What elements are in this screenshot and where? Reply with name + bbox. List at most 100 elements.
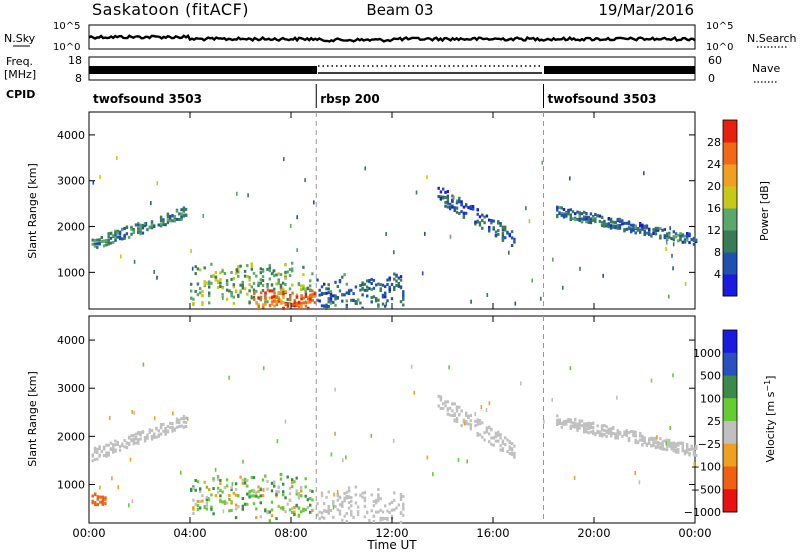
scatter-cell <box>257 281 260 285</box>
scatter-cell <box>366 285 369 289</box>
scatter-cell <box>221 286 224 290</box>
scatter-cell <box>171 428 174 431</box>
scatter-cell <box>508 234 511 238</box>
scatter-cell <box>345 291 348 295</box>
scatter-cell <box>228 509 231 513</box>
scatter-cell <box>356 301 358 305</box>
scatter-cell <box>320 285 324 289</box>
scatter-cell <box>650 378 653 383</box>
scatter-cell <box>327 283 330 287</box>
scatter-cell <box>350 504 353 508</box>
scatter-cell <box>101 497 104 501</box>
scatter-cell <box>157 429 160 433</box>
scatter-cell <box>379 516 382 520</box>
nsky-tick-bottom: 10^0 <box>53 42 80 53</box>
scatter-cell <box>684 281 687 286</box>
scatter-cell <box>444 204 447 208</box>
scatter-cell <box>609 226 613 230</box>
scatter-cell <box>648 442 651 445</box>
scatter-cell <box>102 239 106 243</box>
scatter-cell <box>585 212 588 215</box>
scatter-cell <box>384 295 387 299</box>
scatter-cell <box>282 295 285 299</box>
scatter-cell <box>329 295 333 298</box>
scatter-cell <box>148 430 151 434</box>
scatter-cell <box>153 416 156 421</box>
scatter-cell <box>499 433 502 437</box>
scatter-cell <box>350 513 353 517</box>
scatter-cell <box>652 232 655 235</box>
colorbar-swatch <box>723 230 737 253</box>
scatter-cell <box>169 421 172 425</box>
scatter-cell <box>692 453 696 457</box>
scatter-cell <box>237 505 240 509</box>
scatter-cell <box>169 214 172 218</box>
scatter-cell <box>589 220 593 224</box>
scatter-cell <box>137 432 140 436</box>
scatter-cell <box>205 281 209 285</box>
scatter-cell <box>93 238 97 242</box>
scatter-cell <box>309 503 312 507</box>
scatter-cell <box>280 288 283 292</box>
scatter-cell <box>663 234 666 238</box>
scatter-cell <box>329 509 333 512</box>
scatter-cell <box>327 291 330 295</box>
scatter-cell <box>381 302 385 306</box>
scatter-cell <box>288 287 292 291</box>
scatter-cell <box>388 276 391 280</box>
scatter-cell <box>221 293 224 297</box>
scatter-cell <box>304 494 307 498</box>
scatter-cell <box>268 289 272 293</box>
scatter-cell <box>253 297 256 301</box>
scatter-cell <box>352 292 355 296</box>
scatter-cell <box>191 266 194 271</box>
scatter-cell <box>300 284 303 288</box>
scatter-cell <box>334 295 337 299</box>
scatter-cell <box>492 436 495 440</box>
scatter-cell <box>131 410 134 414</box>
scatter-cell <box>501 238 505 242</box>
freq-tick-bottom: 8 <box>75 72 82 85</box>
scatter-cell <box>334 303 337 307</box>
scatter-cell <box>313 295 317 298</box>
scatter-cell <box>239 475 242 479</box>
scatter-cell <box>462 419 466 423</box>
scatter-cell <box>616 429 619 433</box>
nsearch-tick-bottom: 10^0 <box>706 42 733 53</box>
scatter-cell <box>616 395 618 400</box>
scatter-cell <box>341 299 344 303</box>
scatter-cell <box>300 301 303 305</box>
scatter-cell <box>171 425 174 429</box>
scatter-cell <box>109 447 113 451</box>
scatter-cell <box>359 284 362 287</box>
scatter-cell <box>368 280 371 284</box>
scatter-cell <box>325 291 328 295</box>
scatter-cell <box>345 455 347 460</box>
scatter-cell <box>96 447 99 451</box>
scatter-cell <box>490 219 493 222</box>
scatter-cell <box>639 228 642 232</box>
scatter-cell <box>674 443 678 447</box>
scatter-cell <box>275 300 278 304</box>
scatter-cell <box>283 157 285 162</box>
scatter-cell <box>199 490 202 493</box>
scatter-cell <box>497 430 500 434</box>
scatter-cell <box>499 222 502 225</box>
scatter-cell <box>565 211 568 215</box>
scatter-cell <box>587 421 590 425</box>
scatter-cell <box>352 515 355 519</box>
scatter-cell <box>347 292 351 295</box>
scatter-cell <box>350 298 353 302</box>
scatter-cell <box>277 504 280 508</box>
scatter-cell <box>116 229 119 233</box>
scatter-cell <box>453 195 455 200</box>
scatter-cell <box>302 273 305 277</box>
scatter-cell <box>250 489 253 493</box>
scatter-cell <box>474 220 477 224</box>
scatter-cell <box>393 272 396 276</box>
scatter-cell <box>556 418 559 422</box>
scatter-cell <box>178 212 181 216</box>
scatter-cell <box>304 304 308 308</box>
scatter-cell <box>332 294 335 298</box>
scatter-cell <box>453 412 456 416</box>
